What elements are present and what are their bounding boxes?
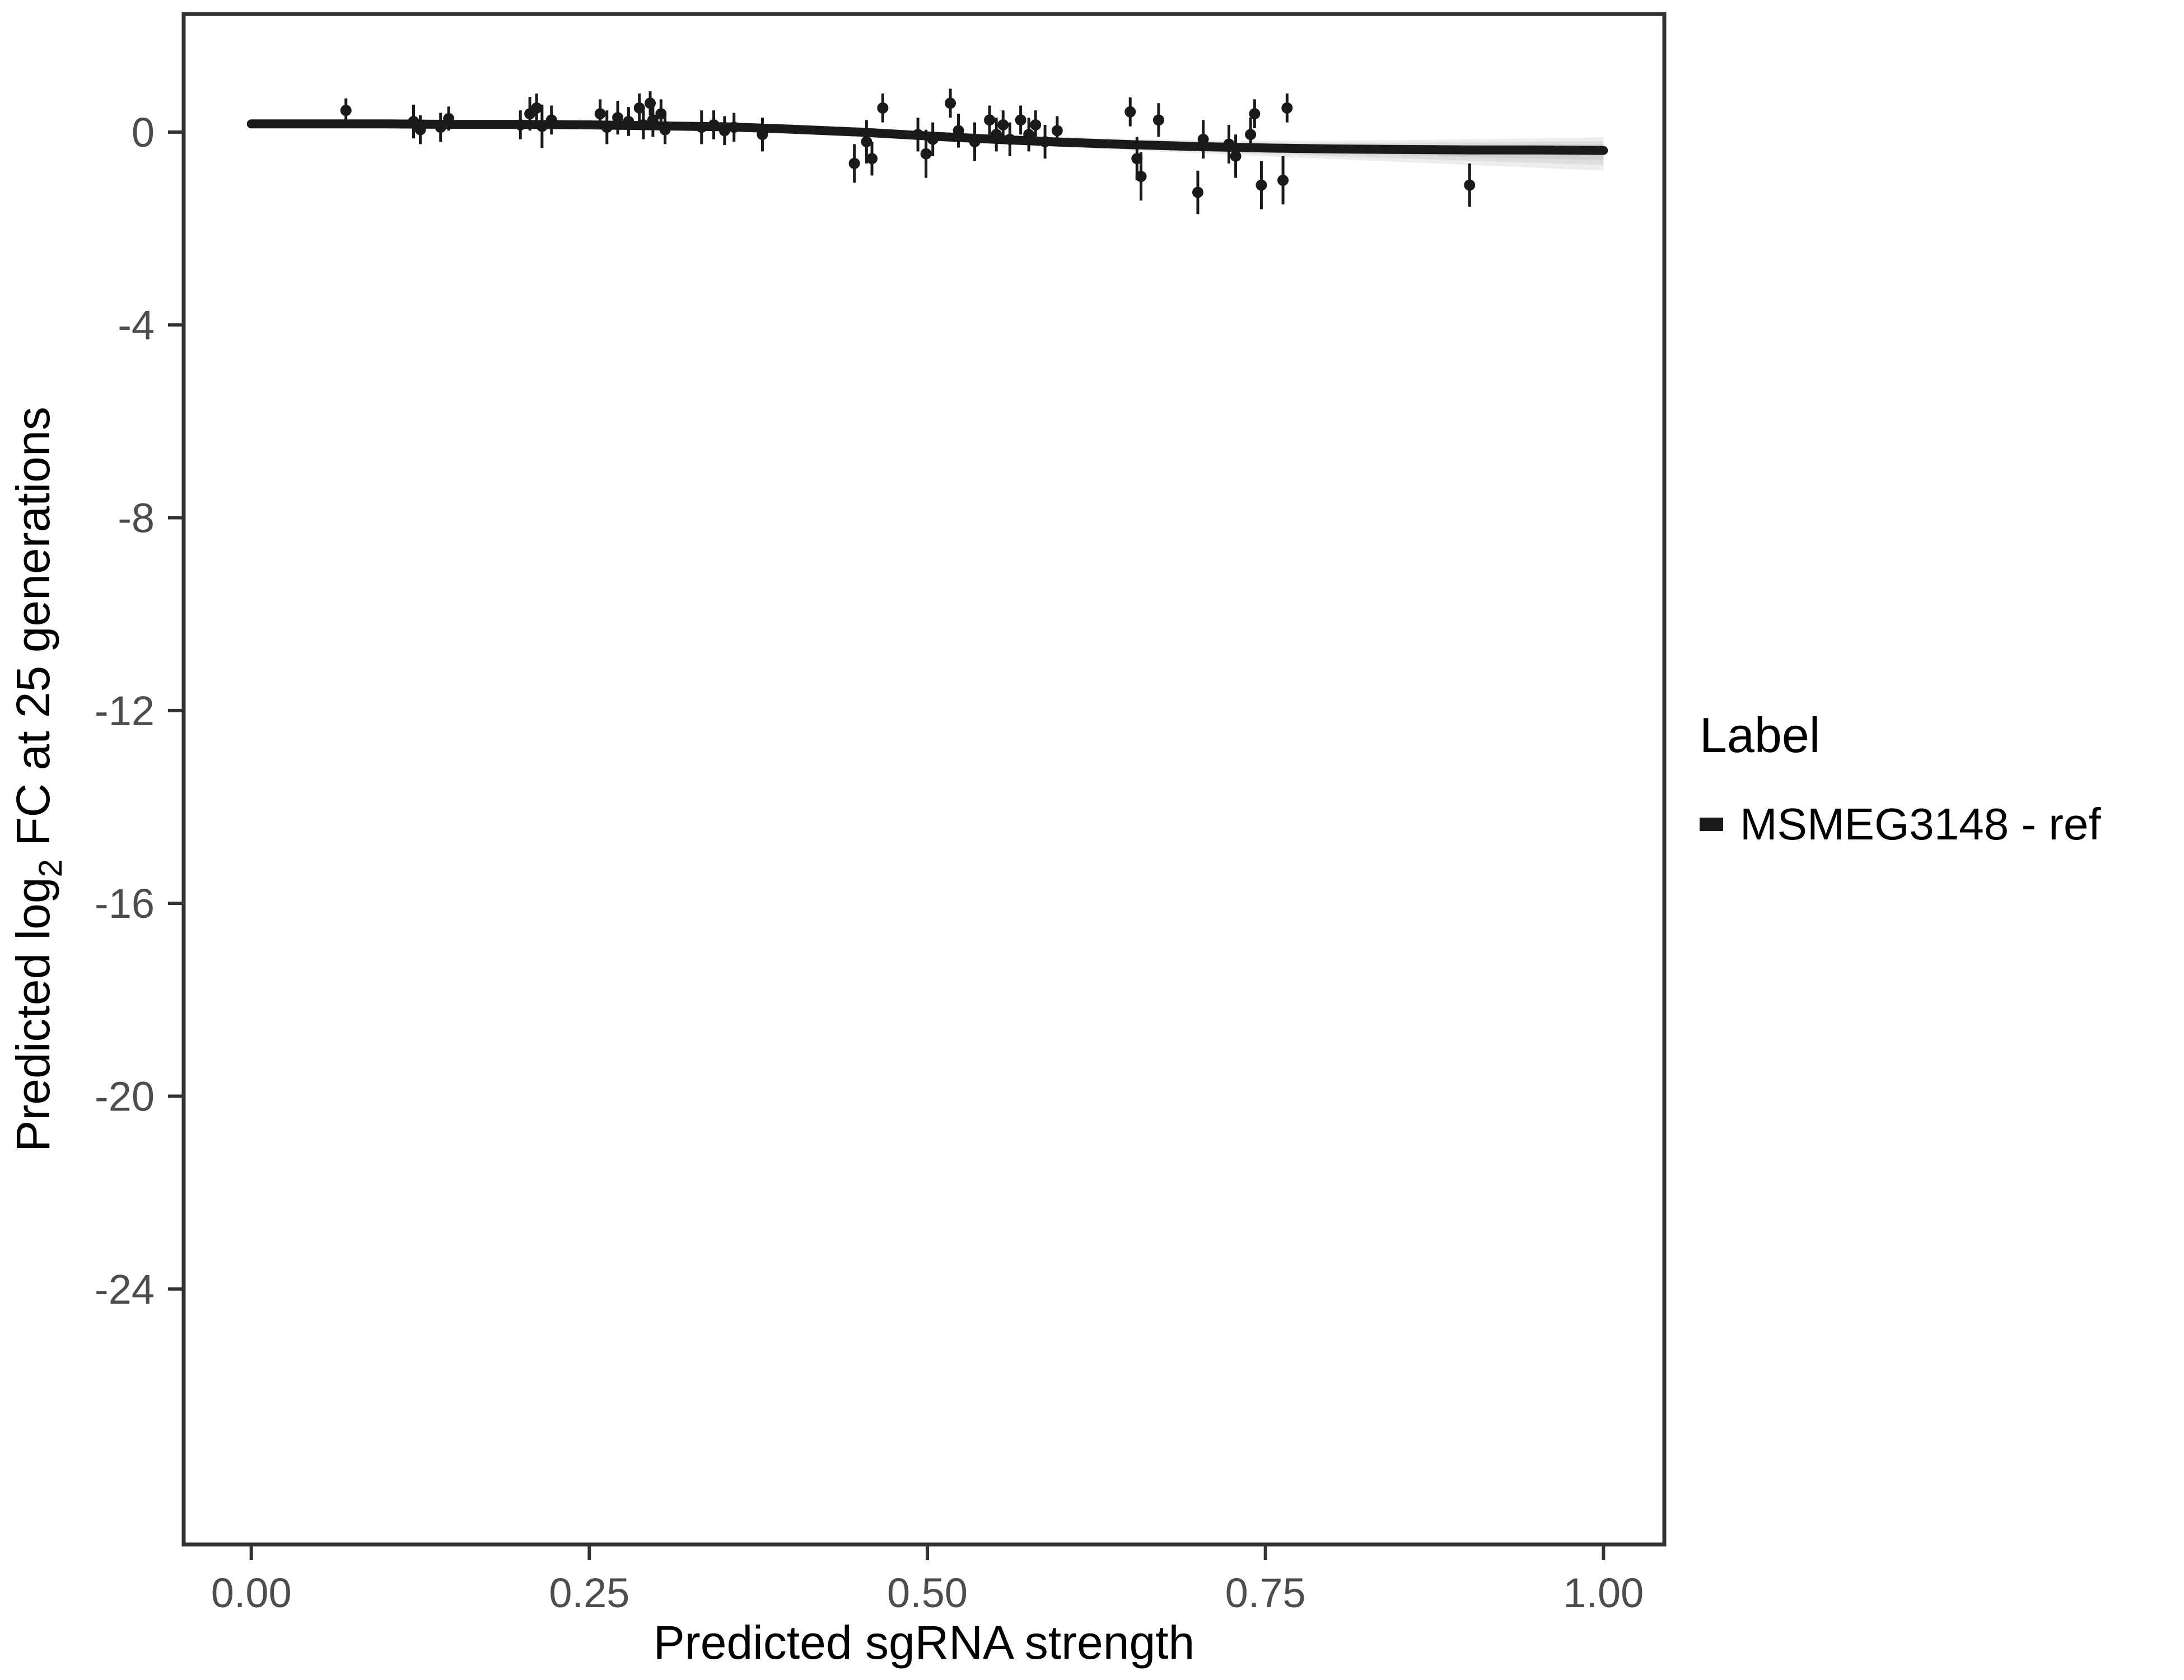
svg-text:Predicted sgRNA strength: Predicted sgRNA strength — [654, 1616, 1195, 1669]
svg-text:0.75: 0.75 — [1225, 1570, 1306, 1616]
svg-text:-16: -16 — [95, 880, 155, 927]
svg-text:0.50: 0.50 — [887, 1570, 968, 1616]
legend: Label MSMEG3148 - ref — [1700, 707, 2101, 850]
legend-entry-label: MSMEG3148 - ref — [1740, 799, 2101, 849]
legend-entry: MSMEG3148 - ref — [1700, 799, 2101, 850]
svg-text:-4: -4 — [118, 302, 155, 348]
svg-text:0: 0 — [132, 109, 155, 156]
panel-border — [181, 12, 1667, 1547]
svg-text:-12: -12 — [95, 688, 155, 734]
legend-key-swatch — [1700, 818, 1723, 831]
svg-text:0.00: 0.00 — [211, 1570, 292, 1616]
svg-text:-20: -20 — [95, 1073, 155, 1119]
y-axis: 0 -4 -8 -12 -16 -20 -24 — [95, 109, 184, 1313]
x-axis: 0.00 0.25 0.50 0.75 1.00 — [211, 1544, 1644, 1616]
data-points — [340, 97, 1476, 198]
legend-title: Label — [1700, 707, 1821, 763]
svg-text:-8: -8 — [118, 495, 155, 542]
svg-text:0.25: 0.25 — [549, 1570, 629, 1616]
svg-text:-24: -24 — [95, 1266, 155, 1313]
svg-text:Predicted log2 FC at 25 gener: Predicted log2 FC at 25 generations — [7, 407, 69, 1151]
axis-titles: Predicted sgRNA strength Predicted log2 F… — [7, 407, 1194, 1669]
svg-text:1.00: 1.00 — [1563, 1570, 1644, 1616]
